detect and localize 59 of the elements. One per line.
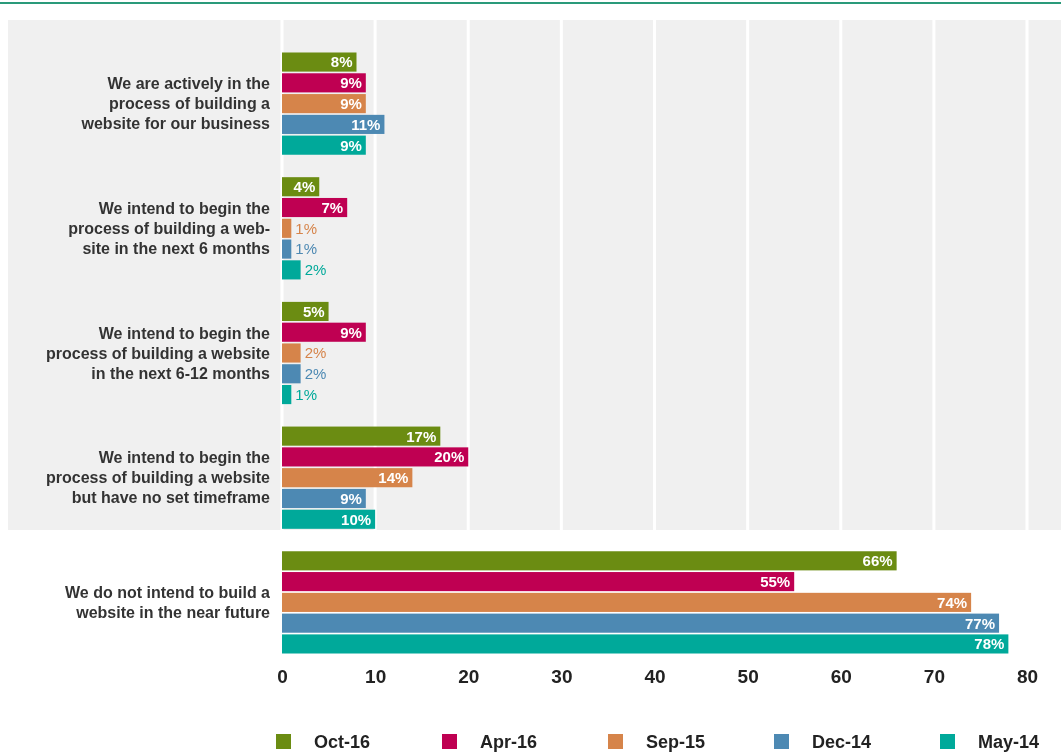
legend-label: Sep-15 xyxy=(646,732,706,753)
x-tick-label: 10 xyxy=(365,665,387,687)
data-label: 2% xyxy=(304,365,327,383)
data-label: 1% xyxy=(295,219,317,237)
legend-label: Apr-16 xyxy=(480,732,538,753)
data-label: 10% xyxy=(341,510,372,528)
bar xyxy=(282,572,795,592)
data-label: 9% xyxy=(340,74,362,92)
legend-label: Dec-14 xyxy=(812,732,872,753)
bar xyxy=(282,634,1009,654)
data-label: 55% xyxy=(760,573,791,590)
y-tick-label: We intend to begin the process of building a website but have no set timeframe xyxy=(45,449,271,507)
data-label: 1% xyxy=(295,385,317,403)
x-tick-label: 40 xyxy=(644,665,666,687)
data-label: 4% xyxy=(293,178,316,196)
data-label: 66% xyxy=(862,552,893,570)
bar xyxy=(282,613,1000,633)
legend-label: Oct-16 xyxy=(314,732,371,753)
y-tick-label: We intend to begin the process of building a web- site in the next 6 months xyxy=(68,199,271,257)
bar xyxy=(282,239,292,259)
bar xyxy=(282,260,301,280)
x-tick-label: 30 xyxy=(551,665,573,687)
data-label: 2% xyxy=(304,344,327,362)
data-label: 77% xyxy=(965,614,996,632)
bar xyxy=(282,447,469,467)
x-tick-label: 80 xyxy=(1016,665,1039,687)
x-tick-label: 50 xyxy=(737,665,759,687)
bar xyxy=(282,218,292,238)
data-label: 78% xyxy=(974,635,1005,653)
data-label: 5% xyxy=(302,302,325,320)
bar xyxy=(282,364,301,384)
bar xyxy=(282,592,972,612)
x-tick-label: 20 xyxy=(458,665,480,687)
data-label: 9% xyxy=(340,136,362,154)
bar xyxy=(282,52,357,72)
x-tick-label: 60 xyxy=(830,665,852,687)
data-label: 9% xyxy=(340,95,362,113)
bar xyxy=(282,343,301,363)
legend-label: May-14 xyxy=(978,732,1040,753)
y-tick-label: We do not intend to build a website in the near future xyxy=(64,583,271,621)
data-label: 8% xyxy=(330,53,353,71)
data-label: 74% xyxy=(937,593,968,611)
y-tick-label: We are actively in the process of building a website for our business xyxy=(80,75,271,133)
data-label: 9% xyxy=(340,323,362,341)
data-label: 14% xyxy=(378,469,409,487)
data-label: 9% xyxy=(340,489,362,507)
bar xyxy=(282,385,292,405)
bar xyxy=(282,468,413,488)
data-label: 2% xyxy=(304,261,327,279)
data-label: 7% xyxy=(321,198,344,216)
x-tick-label: 70 xyxy=(923,665,945,687)
bar xyxy=(282,426,441,446)
data-label: 11% xyxy=(351,115,381,133)
x-tick-label: 0 xyxy=(277,665,288,687)
data-label: 1% xyxy=(295,240,317,258)
data-label: 17% xyxy=(406,427,437,445)
y-tick-label: We intend to begin the process of building a website in the next 6-12 months xyxy=(45,324,271,382)
data-label: 20% xyxy=(434,448,465,466)
bar xyxy=(282,551,897,571)
